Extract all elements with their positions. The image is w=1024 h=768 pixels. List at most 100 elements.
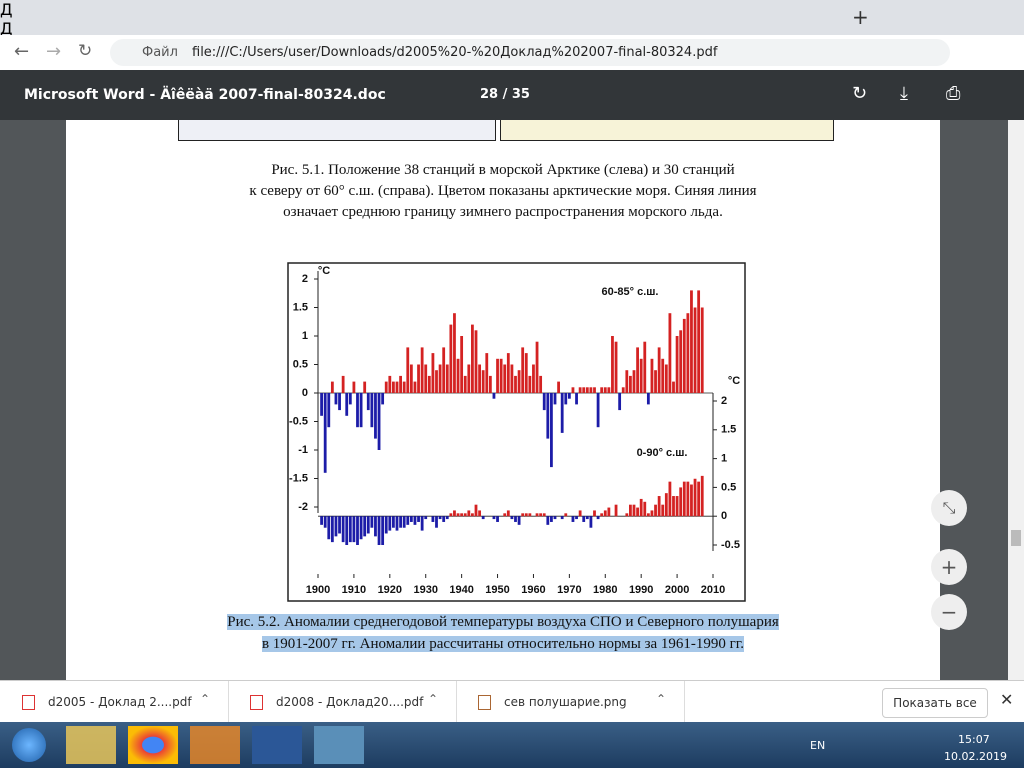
chart-frame	[287, 262, 746, 602]
bar	[445, 364, 449, 393]
tab[interactable]: Д	[0, 0, 42, 19]
bar	[413, 381, 417, 393]
bar	[345, 516, 349, 545]
bar	[553, 393, 557, 405]
bar	[499, 358, 503, 393]
file-name: d2005 - Доклад 2....pdf	[48, 695, 192, 709]
bar	[557, 381, 560, 393]
download[interactable]: ⤓	[900, 83, 908, 104]
show-all[interactable]: Показать все	[882, 688, 988, 718]
x-tick-label: 1970	[557, 584, 581, 596]
download-item[interactable]: d2005 - Доклад 2....pdf ⌃	[0, 681, 229, 723]
annotation: 60-85° с.ш.	[602, 286, 659, 298]
bar	[564, 393, 568, 405]
bar	[363, 381, 367, 393]
bar	[370, 516, 374, 528]
x-tick-label: 2010	[701, 584, 725, 596]
y-tick-label: 0.5	[293, 358, 308, 370]
bar	[607, 507, 611, 517]
bar	[546, 393, 550, 439]
bar	[657, 496, 661, 517]
scrollbar[interactable]	[1008, 120, 1024, 680]
bar	[596, 393, 600, 428]
bar	[600, 513, 604, 517]
close[interactable]: ✕	[1000, 690, 1014, 709]
bar	[442, 516, 446, 522]
rotate[interactable]: ↻	[852, 83, 868, 104]
explorer[interactable]	[66, 726, 116, 764]
bar	[438, 516, 442, 520]
bar	[643, 341, 647, 393]
bar	[366, 516, 370, 534]
y-tick-label: 1	[302, 330, 308, 342]
print[interactable]: ⎙	[946, 83, 961, 104]
bar	[636, 507, 639, 517]
bar	[510, 364, 514, 393]
bar	[596, 516, 600, 520]
player[interactable]	[190, 726, 240, 764]
bar	[550, 516, 553, 522]
bar	[334, 516, 338, 537]
bar	[661, 358, 665, 393]
bar	[535, 513, 539, 517]
download-item[interactable]: d2008 - Доклад20....pdf ⌃	[228, 681, 457, 723]
bar	[420, 516, 424, 531]
download-item[interactable]: сев полушарие.png ⌃	[456, 681, 685, 723]
bar	[388, 375, 392, 393]
bar	[564, 513, 568, 517]
bar	[392, 381, 395, 393]
bar	[571, 387, 575, 393]
bar	[374, 393, 377, 439]
back[interactable]: ←	[14, 41, 30, 62]
y2-tick-label: 0.5	[721, 481, 736, 493]
language[interactable]: EN	[810, 739, 826, 752]
bar	[510, 516, 514, 520]
bar	[427, 375, 431, 393]
new-tab[interactable]: +	[852, 5, 869, 29]
bar	[348, 516, 352, 543]
zoom-in[interactable]: +	[931, 549, 967, 585]
start[interactable]	[12, 728, 46, 762]
bar	[449, 324, 453, 393]
bar	[384, 381, 388, 393]
caption-line: в 1901-2007 гг. Аномалии рассчитаны отно…	[66, 636, 940, 653]
caption-line: Рис. 5.2. Аномалии среднегодовой темпера…	[66, 614, 940, 631]
bar	[682, 318, 686, 393]
bar	[481, 370, 485, 393]
taskbar: EN 15:07 10.02.2019	[0, 722, 1024, 768]
downloads-bar: Показать все ✕ d2005 - Доклад 2....pdf ⌃ d…	[0, 680, 1024, 723]
bar	[528, 513, 532, 517]
bar	[506, 510, 510, 517]
bar	[603, 510, 607, 517]
annotation: 0-90° с.ш.	[637, 447, 688, 459]
chrome[interactable]	[128, 726, 178, 764]
bar	[406, 516, 410, 525]
date: 10.02.2019	[944, 750, 1007, 763]
viewer-app[interactable]	[314, 726, 364, 764]
word[interactable]	[252, 726, 302, 764]
chevron: ⌃	[428, 692, 439, 706]
bar	[366, 393, 370, 411]
bar	[625, 513, 629, 517]
y2-tick-label: 1.5	[721, 424, 736, 436]
bar	[614, 504, 618, 517]
bar	[607, 387, 611, 393]
bar	[503, 513, 507, 517]
bar	[348, 393, 352, 405]
bar	[693, 478, 697, 517]
bar	[503, 364, 507, 393]
fit-button[interactable]: ⤡	[931, 490, 967, 526]
page-number: 28 / 35	[480, 87, 530, 102]
doc-title: Microsoft Word - Äîêëàä 2007-final-80324…	[24, 87, 386, 103]
bar	[528, 375, 532, 393]
bar	[442, 347, 446, 393]
bar	[456, 358, 460, 393]
tab[interactable]: Д	[0, 19, 42, 38]
bar	[435, 370, 438, 393]
reload[interactable]: ↻	[78, 41, 93, 61]
forward[interactable]: →	[46, 41, 62, 62]
map-right	[500, 120, 834, 141]
zoom-out[interactable]: −	[931, 594, 967, 630]
y2-tick-label: -0.5	[721, 539, 740, 551]
omnibox[interactable]: Файл file:///C:/Users/user/Downloads/d20…	[110, 39, 950, 66]
